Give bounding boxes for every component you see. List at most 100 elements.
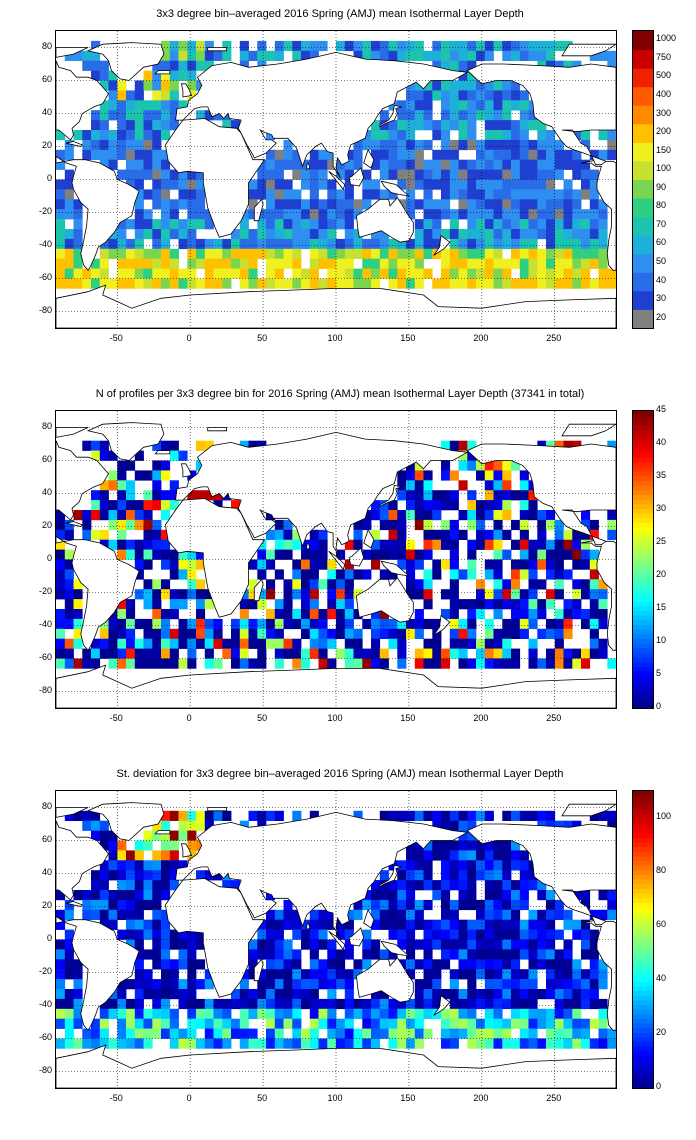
bin-cell	[502, 969, 512, 980]
bin-cell	[91, 120, 101, 131]
bin-cell	[484, 870, 494, 881]
bin-cell	[502, 989, 512, 1000]
bin-cell	[213, 998, 223, 1010]
bin-cell	[371, 278, 381, 289]
bin-cell	[64, 648, 74, 659]
bin-cell	[449, 569, 459, 580]
bin-cell	[301, 50, 311, 61]
bin-cell	[449, 579, 459, 590]
bin-cell	[598, 909, 608, 920]
colorbar-gradient-step	[633, 554, 653, 560]
bin-cell	[309, 248, 319, 259]
bin-cell	[546, 949, 556, 960]
bin-cell	[528, 929, 538, 940]
bin-cell	[511, 658, 521, 669]
bin-cell	[309, 969, 319, 980]
bin-cell	[554, 60, 564, 71]
bin-cell	[511, 189, 521, 200]
bin-cell	[554, 638, 564, 649]
bin-cell	[222, 258, 232, 269]
bin-cell	[432, 500, 442, 511]
bin-cell	[292, 579, 302, 590]
bin-cell	[388, 189, 398, 200]
bin-cell	[99, 500, 109, 511]
bin-cell	[476, 860, 486, 871]
bin-cell	[379, 919, 389, 930]
bin-cell	[528, 189, 538, 200]
bin-cell	[493, 989, 503, 1000]
bin-cell	[56, 979, 66, 990]
land-polygon	[433, 234, 451, 256]
bin-cell	[134, 569, 144, 580]
bin-cell	[134, 638, 144, 649]
bin-cell	[467, 169, 477, 180]
colorbar-gradient-step	[633, 1046, 653, 1052]
bin-cell	[414, 1038, 424, 1049]
bin-cell	[283, 189, 293, 200]
bin-cell	[257, 549, 267, 560]
bin-cell	[519, 529, 529, 540]
bin-cell	[99, 450, 109, 461]
bin-cell	[283, 959, 293, 970]
bin-cell	[204, 209, 214, 220]
bin-cell	[283, 149, 293, 160]
bin-cell	[581, 248, 591, 259]
bin-cell	[414, 80, 424, 91]
bin-cell	[178, 169, 188, 180]
bin-cell	[546, 989, 556, 1000]
bin-cell	[397, 169, 407, 180]
bin-cell	[161, 238, 171, 250]
bin-cell	[607, 529, 616, 540]
bin-cell	[231, 1018, 241, 1029]
bin-cell	[493, 559, 503, 570]
bin-cell	[546, 559, 556, 570]
bin-cell	[283, 199, 293, 210]
bin-cell	[423, 939, 433, 950]
bin-cell	[371, 189, 381, 200]
bin-cell	[292, 979, 302, 990]
bin-cell	[178, 179, 188, 190]
bin-cell	[406, 238, 416, 250]
bin-cell	[493, 130, 503, 141]
bin-cell	[432, 979, 442, 990]
bin-cell	[99, 618, 109, 630]
bin-cell	[432, 989, 442, 1000]
bin-cell	[301, 169, 311, 180]
land-polygon	[355, 957, 414, 1003]
bin-cell	[274, 1038, 284, 1049]
colorbar-gradient-step	[633, 967, 653, 973]
bin-cell	[423, 539, 433, 550]
bin-cell	[283, 40, 293, 52]
bin-cell	[82, 130, 92, 141]
bin-cell	[143, 258, 153, 269]
bin-cell	[353, 209, 363, 220]
bin-cell	[484, 238, 494, 250]
bin-cell	[283, 549, 293, 560]
bin-cell	[449, 1038, 459, 1049]
bin-cell	[292, 238, 302, 250]
bin-cell	[248, 599, 258, 610]
bin-cell	[266, 618, 276, 630]
bin-cell	[537, 658, 547, 669]
bin-cell	[493, 278, 503, 289]
colorbar-gradient-step	[633, 689, 653, 695]
bin-cell	[554, 40, 564, 52]
bin-cell	[388, 618, 398, 630]
bin-cell	[423, 169, 433, 180]
bin-cell	[301, 539, 311, 550]
bin-cell	[484, 638, 494, 649]
bin-cell	[196, 199, 206, 210]
bin-cell	[441, 648, 451, 659]
bin-cell	[371, 880, 381, 891]
land-polygon	[66, 141, 83, 147]
bin-cell	[423, 1008, 433, 1019]
bin-cell	[91, 500, 101, 511]
bin-cell	[134, 139, 144, 151]
bin-cell	[467, 130, 477, 141]
bin-cell	[528, 1028, 538, 1039]
bin-cell	[449, 549, 459, 560]
bin-cell	[187, 80, 197, 91]
bin-cell	[187, 969, 197, 980]
bin-cell	[257, 589, 267, 600]
bin-cell	[458, 840, 468, 851]
